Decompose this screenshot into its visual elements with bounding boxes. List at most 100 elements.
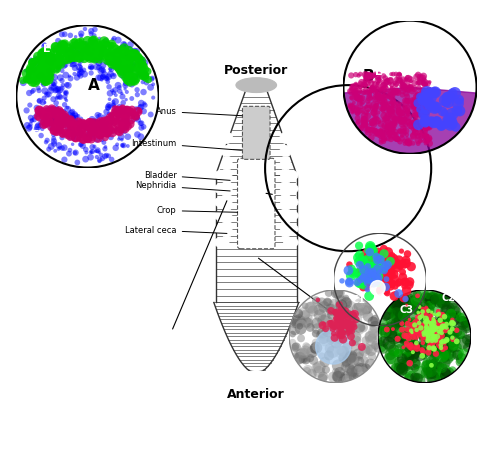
Point (414, 100, 422, 107)
Point (84, 46, 92, 54)
Point (378, 86, 386, 93)
Point (55, 64, 63, 71)
Point (86, 154, 94, 161)
Point (130, 77, 138, 84)
Point (378, 270, 386, 278)
Point (449, 316, 457, 323)
Point (24, 73, 32, 80)
Point (66, 129, 74, 137)
Point (380, 328, 388, 335)
Point (426, 323, 434, 330)
Point (448, 90, 456, 97)
Point (368, 334, 376, 341)
Point (36, 113, 44, 121)
Point (82, 40, 90, 47)
Point (424, 295, 432, 302)
Point (356, 123, 364, 130)
Point (138, 72, 146, 79)
Point (98, 66, 106, 73)
Point (400, 312, 407, 319)
Point (400, 76, 407, 83)
Point (44, 115, 52, 123)
Point (126, 79, 134, 86)
Point (118, 109, 126, 116)
Point (441, 326, 449, 334)
Point (417, 122, 425, 129)
Point (52, 108, 60, 116)
Point (96, 57, 104, 64)
Point (101, 41, 109, 48)
Point (55, 107, 63, 114)
Point (423, 331, 431, 338)
Point (40, 48, 48, 56)
Point (70, 43, 78, 50)
Point (48, 51, 56, 59)
Point (110, 89, 118, 96)
Point (104, 118, 112, 125)
Point (449, 313, 457, 320)
Point (109, 57, 117, 64)
Point (337, 324, 345, 331)
Point (382, 283, 390, 291)
Point (444, 116, 452, 123)
Point (135, 71, 143, 78)
Point (374, 86, 382, 94)
Point (350, 83, 358, 90)
Point (310, 357, 318, 364)
Point (428, 327, 436, 334)
Point (358, 271, 366, 278)
Point (40, 67, 48, 74)
Point (120, 123, 128, 130)
Point (42, 78, 50, 85)
Point (71, 149, 79, 157)
Point (31, 57, 39, 64)
Point (397, 329, 405, 336)
Point (414, 329, 422, 336)
Point (390, 255, 398, 262)
Point (370, 266, 378, 273)
Point (424, 322, 432, 329)
Point (376, 120, 384, 128)
Point (88, 53, 96, 61)
Point (442, 369, 450, 376)
Point (125, 107, 133, 115)
Point (420, 124, 428, 132)
Point (410, 85, 418, 92)
Point (426, 333, 434, 341)
Point (44, 118, 52, 126)
Point (440, 354, 448, 362)
Point (375, 273, 383, 280)
Point (108, 111, 116, 118)
Point (444, 343, 452, 350)
Point (414, 375, 422, 382)
Point (420, 351, 428, 358)
Point (316, 364, 324, 371)
Point (441, 351, 449, 358)
Point (112, 57, 120, 65)
Point (320, 335, 328, 342)
Point (349, 269, 357, 276)
Point (398, 109, 406, 117)
Point (339, 307, 347, 314)
Point (428, 336, 436, 343)
Point (384, 111, 392, 118)
Point (394, 313, 402, 320)
Point (348, 84, 356, 92)
Point (406, 330, 413, 337)
Point (444, 325, 452, 333)
Point (88, 120, 96, 127)
Point (440, 347, 448, 354)
Point (437, 123, 445, 131)
Point (441, 313, 449, 321)
Point (368, 353, 376, 360)
Point (108, 119, 116, 127)
Point (362, 268, 370, 275)
Point (41, 75, 49, 82)
Point (434, 371, 442, 378)
Point (443, 308, 451, 315)
Point (394, 280, 402, 287)
Point (64, 130, 72, 137)
Point (424, 333, 432, 340)
Point (134, 91, 141, 98)
Point (124, 68, 132, 75)
